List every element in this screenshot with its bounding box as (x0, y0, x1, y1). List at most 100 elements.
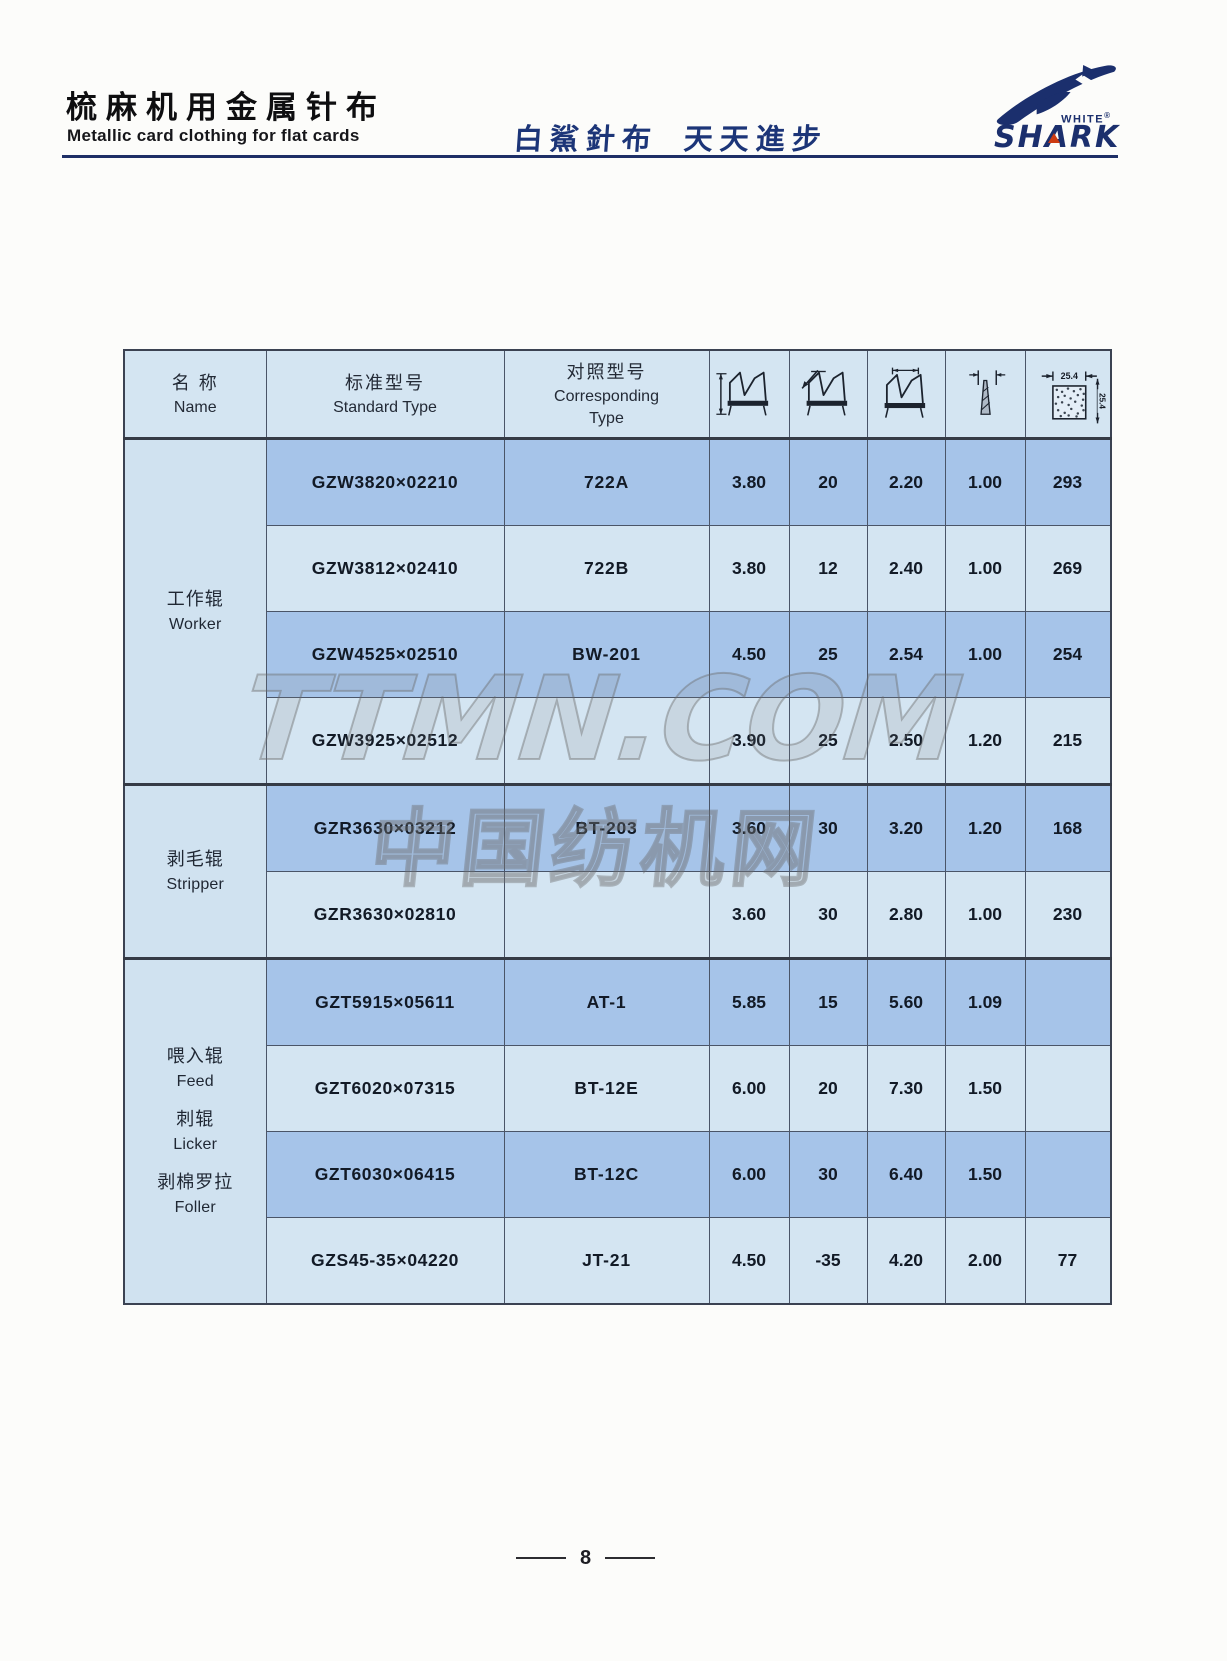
cell-points (1024, 1131, 1111, 1218)
cell-corresponding-type: BT-12C (503, 1131, 710, 1218)
cell-points: 230 (1024, 871, 1111, 959)
wire-tooth-depth-profile-icon (884, 367, 926, 418)
brand-slogan: 白鯊針布 天天進步 (513, 116, 830, 158)
table-row: GZT6020×07315 BT-12E 6.00 20 7.30 1.50 (124, 1045, 1111, 1132)
header-standard-type: 标准型号 Standard Type (265, 349, 505, 439)
cell-angle: 15 (788, 957, 868, 1046)
group-label-worker: 工作辊 Worker (123, 437, 267, 785)
page-number: 8 (579, 1546, 592, 1569)
cell-rib-width: 1.00 (944, 871, 1026, 959)
cell-points: 293 (1024, 437, 1111, 526)
cell-angle: 20 (788, 1045, 868, 1132)
cell-depth: 2.20 (866, 437, 946, 526)
table-row: GZW3925×02512 3.90 25 2.50 1.20 215 (124, 697, 1111, 785)
group-stripper-en: Stripper (166, 876, 225, 893)
cell-angle: 30 (788, 1131, 868, 1218)
cell-corresponding-type: BT-12E (503, 1045, 710, 1132)
cell-rib-width: 1.00 (944, 525, 1026, 612)
cell-rib-width: 1.50 (944, 1045, 1026, 1132)
cell-corresponding-type: BW-201 (503, 611, 710, 698)
cell-angle: 25 (788, 611, 868, 698)
cell-height: 6.00 (708, 1131, 790, 1218)
header-corr-en2: Type (589, 409, 624, 427)
cell-rib-width: 1.20 (944, 697, 1026, 785)
cell-depth: 4.20 (866, 1217, 946, 1305)
cell-depth: 2.80 (866, 871, 946, 959)
cell-standard-type: GZT6020×07315 (265, 1045, 505, 1132)
cell-standard-type: GZW3820×02210 (265, 437, 505, 526)
cell-height: 4.50 (708, 611, 790, 698)
group-worker-en: Worker (169, 616, 222, 633)
cell-points: 215 (1024, 697, 1111, 785)
header-name-cn: 名 称 (171, 372, 219, 393)
cell-angle: 12 (788, 525, 868, 612)
cell-rib-width: 1.00 (944, 437, 1026, 526)
cell-standard-type: GZR3630×02810 (265, 871, 505, 959)
cell-standard-type: GZS45-35×04220 (265, 1217, 505, 1305)
cell-rib-width: 1.00 (944, 611, 1026, 698)
table-row: 剥毛辊 Stripper GZR3630×03212 BT-203 3.60 3… (123, 783, 1111, 959)
table-row: 工作辊 Worker GZW3820×02210 722A 3.80 20 2.… (123, 437, 1111, 785)
table-row: 喂入辊 Feed 刺辊 Licker 剥棉罗拉 Foller GZT5915×0… (123, 957, 1111, 1305)
cell-corresponding-type: BT-203 (503, 783, 710, 872)
cell-rib-width: 1.20 (944, 783, 1026, 872)
group-foller-cn: 剥棉罗拉 (157, 1172, 234, 1192)
cell-depth: 3.20 (866, 783, 946, 872)
cell-height: 5.85 (708, 957, 790, 1046)
cell-angle: 25 (788, 697, 868, 785)
brand-white-text: WHITE (1061, 113, 1105, 126)
cell-standard-type: GZW3812×02410 (265, 525, 505, 612)
group-feed-cn: 喂入辊 (166, 1046, 224, 1066)
cell-standard-type: GZW4525×02510 (265, 611, 505, 698)
cell-height: 4.50 (708, 1217, 790, 1305)
cell-angle: 30 (788, 871, 868, 959)
page-title-chinese: 梳麻机用金属针布 (66, 90, 386, 126)
cell-corresponding-type: 722B (503, 525, 710, 612)
cell-depth: 6.40 (866, 1131, 946, 1218)
table-row: GZW4525×02510 BW-201 4.50 25 2.54 1.00 2… (124, 611, 1111, 698)
page-number-dash-right (605, 1557, 656, 1559)
cell-angle: 20 (788, 437, 868, 526)
cell-height: 6.00 (708, 1045, 790, 1132)
header-rib-width (944, 349, 1026, 439)
wire-rib-width-section-icon (969, 370, 1006, 415)
group-label-stripper: 剥毛辊 Stripper (123, 783, 267, 959)
group-licker-cn: 刺辊 (176, 1109, 215, 1129)
cell-rib-width: 1.09 (944, 957, 1026, 1046)
header-name: 名 称 Name (123, 349, 267, 439)
header-std-cn: 标准型号 (345, 372, 425, 393)
table-row: GZR3630×02810 3.60 30 2.80 1.00 230 (124, 871, 1111, 959)
cell-points: 77 (1024, 1217, 1111, 1305)
cell-rib-width: 1.50 (944, 1131, 1026, 1218)
cell-depth: 2.40 (866, 525, 946, 612)
table-row: GZT6030×06415 BT-12C 6.00 30 6.40 1.50 (124, 1131, 1111, 1218)
group-licker-en: Licker (173, 1136, 218, 1153)
header-point-density: 25.4 25.4 (1024, 349, 1111, 439)
header-rule (62, 155, 1118, 158)
header-tooth-depth (866, 349, 946, 439)
wire-front-angle-profile-icon (801, 369, 848, 416)
cell-standard-type: GZW3925×02512 (265, 697, 505, 785)
cell-depth: 5.60 (866, 957, 946, 1046)
spec-table-wrap: 名 称 Name 标准型号 Standard Type 对照型号 Corresp… (123, 349, 1112, 1305)
cell-points: 254 (1024, 611, 1111, 698)
cell-points (1024, 957, 1111, 1046)
header-corresponding-type: 对照型号 Corresponding Type (503, 349, 710, 439)
cell-standard-type: GZT5915×05611 (265, 957, 505, 1046)
cell-height: 3.60 (708, 783, 790, 872)
dim-label-top: 25.4 (1060, 370, 1077, 380)
cell-corresponding-type: 722A (503, 437, 710, 526)
shark-a-red-triangle (1048, 133, 1060, 143)
page-number-dash-left (515, 1557, 566, 1559)
page-number-block: 8 (0, 1543, 1199, 1573)
slogan-right: 天天進步 (682, 122, 830, 156)
cell-corresponding-type (503, 697, 710, 785)
shark-swoosh-icon (996, 64, 1116, 126)
header-total-height (708, 349, 790, 439)
slogan-left: 白鯊針布 (512, 122, 660, 156)
table-row: GZS45-35×04220 JT-21 4.50 -35 4.20 2.00 … (124, 1217, 1111, 1305)
cell-depth: 2.54 (866, 611, 946, 698)
table-row: GZW3812×02410 722B 3.80 12 2.40 1.00 269 (124, 525, 1111, 612)
header-std-en: Standard Type (333, 398, 437, 416)
header-corr-cn: 对照型号 (566, 361, 647, 382)
